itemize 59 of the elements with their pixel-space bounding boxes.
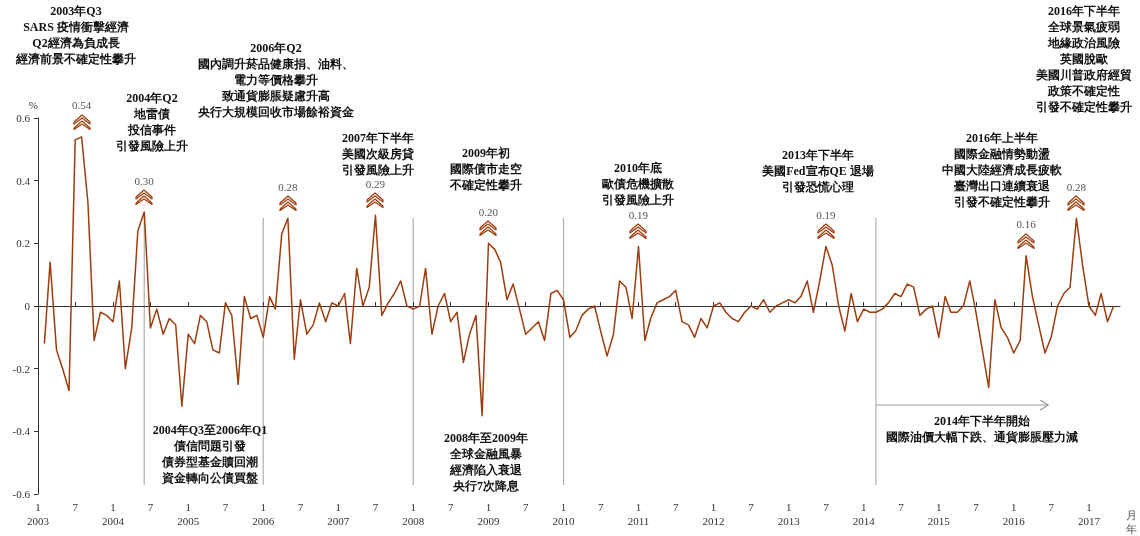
annotation: 2004年Q2地雷債投信事件引發風險上升 [116, 91, 188, 153]
x-tick-label: 7 [973, 501, 980, 513]
text: 2016年下半年全球景氣疲弱地緣政治風險英國脫歐美國川普政府經貿政策不確定性引發不確定性攀升 [1035, 4, 1132, 114]
x-tick-label: 7 [898, 501, 905, 513]
y-tick-label: 0.6 [16, 112, 31, 124]
y-tick-label: 0 [24, 300, 31, 312]
data-label: 0.30 [134, 174, 155, 187]
x-tick-label: 7 [522, 501, 529, 513]
data-label: 0.28 [1066, 180, 1087, 193]
x-tick-label: 7 [147, 501, 154, 513]
data-label: 0.29 [365, 177, 386, 190]
annotation: 2014年下半年開始國際油價大幅下跌、通貨膨脹壓力減 [886, 414, 1078, 444]
y-tick-label: -0.6 [12, 488, 31, 500]
data-label: 0.20 [478, 205, 499, 218]
x-tick-label: 1 2012 [702, 501, 725, 527]
data-label: 0.19 [628, 208, 649, 221]
x-tick-label: 1 2004 [102, 501, 125, 527]
x-tick-label: 7 [222, 501, 229, 513]
x-tick-label: 1 2007 [327, 501, 350, 527]
text: 2003年Q3SARS 疫情衝擊經濟Q2經濟為負成長經濟前景不確定性攀升 [15, 4, 136, 66]
y-tick-label: -0.4 [12, 425, 31, 438]
x-tick-label: 1 2016 [1002, 501, 1026, 527]
annotation: 2007年下半年美國次級房貸引發風險上升 [341, 131, 414, 177]
x-tick-label: 1 2010 [552, 501, 575, 527]
x-axis-title: 月年 [1126, 509, 1137, 535]
y-tick-label: -0.2 [12, 362, 30, 375]
x-tick-label: 7 [597, 501, 604, 513]
annotation: 2013年下半年美國Fed宣布QE 退場引發恐慌心理 [761, 148, 874, 194]
annotation: 2008年至2009年全球金融風暴經濟陷入衰退央行7次降息 [444, 431, 528, 493]
y-tick-label: 0.2 [16, 237, 30, 250]
x-tick-label: 1 2017 [1077, 501, 1101, 527]
annotation: 2016年上半年國際金融情勢動盪中國大陸經濟成長疲軟臺灣出口連續衰退引發不確定性攀升 [942, 131, 1063, 209]
data-label: 0.54 [71, 99, 92, 112]
annotation: 2009年初國際債市走空不確定性攀升 [449, 146, 522, 192]
x-tick-label: 1 2009 [477, 501, 500, 527]
x-tick-label: 1 2005 [177, 501, 200, 527]
annotation: 2006年Q2國內調升菸品健康捐、油料、電力等價格攀升致通貨膨脹疑慮升高央行大規模回收市場餘裕資金 [198, 41, 355, 119]
y-tick-label: 0.4 [16, 174, 31, 187]
data-label: 0.19 [816, 208, 837, 221]
annotation: 2004年Q3至2006年Q1債信問題引發債券型基金贖回潮資金轉向公債買盤 [152, 423, 268, 485]
x-tick-label: 1 2011 [627, 501, 650, 527]
x-tick-label: 7 [672, 501, 679, 513]
x-tick-label: 1 2015 [927, 501, 951, 527]
x-tick-label: 7 [748, 501, 755, 513]
x-tick-label: 1 2013 [777, 501, 801, 527]
y-axis-title: % [28, 98, 38, 111]
x-tick-label: 7 [1048, 501, 1055, 513]
x-tick-label: 7 [72, 501, 79, 513]
data-label: 0.16 [1016, 218, 1037, 231]
x-tick-label: 1 2014 [852, 501, 876, 527]
x-tick-label: 1 2008 [402, 501, 425, 527]
x-tick-label: 7 [447, 501, 454, 513]
x-tick-label: 1 2006 [252, 501, 275, 527]
x-tick-label: 7 [297, 501, 304, 513]
x-tick-label: 7 [372, 501, 379, 513]
x-tick-label: 1 2003 [27, 501, 50, 527]
annotation: 2010年底歐債危機擴散引發風險上升 [602, 161, 675, 207]
x-tick-label: 7 [823, 501, 830, 513]
data-label: 0.28 [278, 180, 299, 193]
